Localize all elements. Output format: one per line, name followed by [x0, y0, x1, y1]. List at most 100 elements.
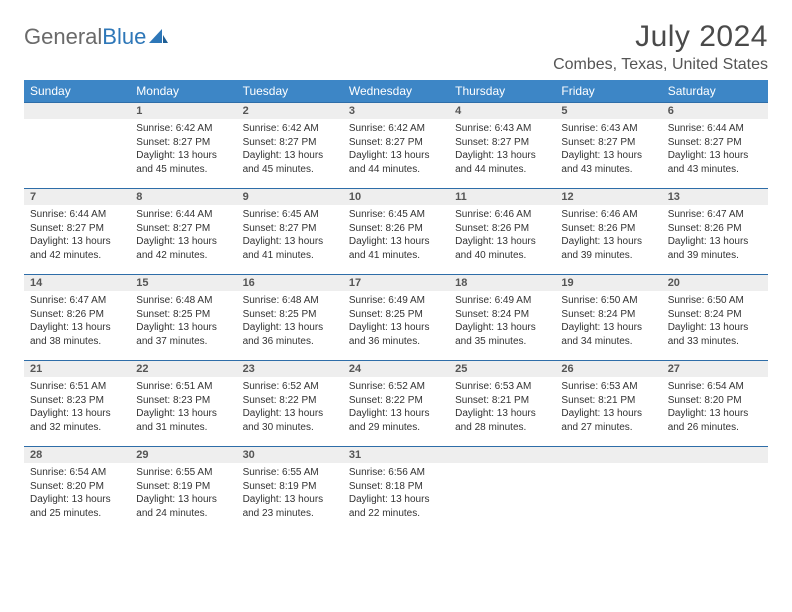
sunset-text: Sunset: 8:26 PM [30, 308, 124, 322]
daylight-text: Daylight: 13 hours and 43 minutes. [561, 149, 655, 176]
weekday-header-row: Sunday Monday Tuesday Wednesday Thursday… [24, 80, 768, 102]
day-number: 22 [130, 360, 236, 377]
sunrise-text: Sunrise: 6:47 AM [30, 294, 124, 308]
brand-blue: Blue [102, 24, 146, 50]
calendar-cell: 4Sunrise: 6:43 AMSunset: 8:27 PMDaylight… [449, 102, 555, 188]
day-number: 5 [555, 102, 661, 119]
weekday-header: Monday [130, 80, 236, 102]
day-body: Sunrise: 6:42 AMSunset: 8:27 PMDaylight:… [343, 119, 449, 180]
brand-general: General [24, 24, 102, 50]
sunrise-text: Sunrise: 6:55 AM [136, 466, 230, 480]
day-number: . [555, 446, 661, 463]
calendar-cell: . [24, 102, 130, 188]
calendar-cell: 18Sunrise: 6:49 AMSunset: 8:24 PMDayligh… [449, 274, 555, 360]
calendar-cell: . [555, 446, 661, 532]
daylight-text: Daylight: 13 hours and 33 minutes. [668, 321, 762, 348]
day-number: 16 [237, 274, 343, 291]
day-number: 13 [662, 188, 768, 205]
sunset-text: Sunset: 8:20 PM [668, 394, 762, 408]
calendar-cell: 28Sunrise: 6:54 AMSunset: 8:20 PMDayligh… [24, 446, 130, 532]
sunrise-text: Sunrise: 6:54 AM [30, 466, 124, 480]
sunrise-text: Sunrise: 6:44 AM [30, 208, 124, 222]
day-number: 17 [343, 274, 449, 291]
sunrise-text: Sunrise: 6:55 AM [243, 466, 337, 480]
sunset-text: Sunset: 8:27 PM [455, 136, 549, 150]
calendar-cell: 5Sunrise: 6:43 AMSunset: 8:27 PMDaylight… [555, 102, 661, 188]
sunset-text: Sunset: 8:24 PM [668, 308, 762, 322]
day-number: 23 [237, 360, 343, 377]
day-body: Sunrise: 6:45 AMSunset: 8:27 PMDaylight:… [237, 205, 343, 266]
day-body: Sunrise: 6:55 AMSunset: 8:19 PMDaylight:… [130, 463, 236, 524]
sunset-text: Sunset: 8:27 PM [243, 136, 337, 150]
weekday-header: Tuesday [237, 80, 343, 102]
sunset-text: Sunset: 8:27 PM [668, 136, 762, 150]
sunset-text: Sunset: 8:23 PM [30, 394, 124, 408]
day-body: Sunrise: 6:44 AMSunset: 8:27 PMDaylight:… [662, 119, 768, 180]
calendar-cell: 20Sunrise: 6:50 AMSunset: 8:24 PMDayligh… [662, 274, 768, 360]
day-number: 10 [343, 188, 449, 205]
calendar-cell: 13Sunrise: 6:47 AMSunset: 8:26 PMDayligh… [662, 188, 768, 274]
sunrise-text: Sunrise: 6:53 AM [455, 380, 549, 394]
day-number: 11 [449, 188, 555, 205]
page-title: July 2024 [553, 20, 768, 54]
sunrise-text: Sunrise: 6:44 AM [668, 122, 762, 136]
weekday-header: Thursday [449, 80, 555, 102]
daylight-text: Daylight: 13 hours and 24 minutes. [136, 493, 230, 520]
day-body: Sunrise: 6:56 AMSunset: 8:18 PMDaylight:… [343, 463, 449, 524]
daylight-text: Daylight: 13 hours and 36 minutes. [243, 321, 337, 348]
daylight-text: Daylight: 13 hours and 23 minutes. [243, 493, 337, 520]
day-body: Sunrise: 6:55 AMSunset: 8:19 PMDaylight:… [237, 463, 343, 524]
daylight-text: Daylight: 13 hours and 35 minutes. [455, 321, 549, 348]
daylight-text: Daylight: 13 hours and 45 minutes. [136, 149, 230, 176]
calendar-cell: 2Sunrise: 6:42 AMSunset: 8:27 PMDaylight… [237, 102, 343, 188]
sunrise-text: Sunrise: 6:49 AM [349, 294, 443, 308]
sunrise-text: Sunrise: 6:42 AM [136, 122, 230, 136]
calendar-cell: 23Sunrise: 6:52 AMSunset: 8:22 PMDayligh… [237, 360, 343, 446]
daylight-text: Daylight: 13 hours and 30 minutes. [243, 407, 337, 434]
day-body: Sunrise: 6:54 AMSunset: 8:20 PMDaylight:… [662, 377, 768, 438]
sunset-text: Sunset: 8:22 PM [243, 394, 337, 408]
sunrise-text: Sunrise: 6:45 AM [349, 208, 443, 222]
daylight-text: Daylight: 13 hours and 25 minutes. [30, 493, 124, 520]
day-body: Sunrise: 6:52 AMSunset: 8:22 PMDaylight:… [237, 377, 343, 438]
sunset-text: Sunset: 8:27 PM [136, 136, 230, 150]
daylight-text: Daylight: 13 hours and 34 minutes. [561, 321, 655, 348]
calendar-cell: 9Sunrise: 6:45 AMSunset: 8:27 PMDaylight… [237, 188, 343, 274]
sunset-text: Sunset: 8:24 PM [455, 308, 549, 322]
calendar-cell: 12Sunrise: 6:46 AMSunset: 8:26 PMDayligh… [555, 188, 661, 274]
sunrise-text: Sunrise: 6:52 AM [243, 380, 337, 394]
calendar-cell: 25 Sunrise: 6:53 AMSunset: 8:21 PMDayligh… [449, 360, 555, 446]
day-body: Sunrise: 6:46 AMSunset: 8:26 PMDaylight:… [449, 205, 555, 266]
day-number: 9 [237, 188, 343, 205]
sunrise-text: Sunrise: 6:50 AM [668, 294, 762, 308]
day-number: 4 [449, 102, 555, 119]
day-body: Sunrise: 6:46 AMSunset: 8:26 PMDaylight:… [555, 205, 661, 266]
daylight-text: Daylight: 13 hours and 28 minutes. [455, 407, 549, 434]
day-body: Sunrise: 6:44 AMSunset: 8:27 PMDaylight:… [24, 205, 130, 266]
calendar-cell: 29Sunrise: 6:55 AMSunset: 8:19 PMDayligh… [130, 446, 236, 532]
day-number: 25 [449, 360, 555, 377]
sunset-text: Sunset: 8:20 PM [30, 480, 124, 494]
day-body: Sunrise: 6:51 AMSunset: 8:23 PMDaylight:… [130, 377, 236, 438]
weekday-header: Saturday [662, 80, 768, 102]
daylight-text: Daylight: 13 hours and 29 minutes. [349, 407, 443, 434]
day-body: Sunrise: 6:43 AMSunset: 8:27 PMDaylight:… [449, 119, 555, 180]
calendar-cell: 16Sunrise: 6:48 AMSunset: 8:25 PMDayligh… [237, 274, 343, 360]
daylight-text: Daylight: 13 hours and 41 minutes. [243, 235, 337, 262]
day-number: 7 [24, 188, 130, 205]
day-number: 31 [343, 446, 449, 463]
day-number: 26 [555, 360, 661, 377]
sunrise-text: Sunrise: 6:49 AM [455, 294, 549, 308]
calendar-table: Sunday Monday Tuesday Wednesday Thursday… [24, 80, 768, 532]
sunrise-text: Sunrise: 6:48 AM [136, 294, 230, 308]
sunset-text: Sunset: 8:21 PM [455, 394, 549, 408]
sunrise-text: Sunrise: 6:56 AM [349, 466, 443, 480]
daylight-text: Daylight: 13 hours and 32 minutes. [30, 407, 124, 434]
sunset-text: Sunset: 8:19 PM [243, 480, 337, 494]
calendar-row: 21Sunrise: 6:51 AMSunset: 8:23 PMDayligh… [24, 360, 768, 446]
day-number: 1 [130, 102, 236, 119]
day-number: 15 [130, 274, 236, 291]
daylight-text: Daylight: 13 hours and 27 minutes. [561, 407, 655, 434]
calendar-cell: . [449, 446, 555, 532]
sunset-text: Sunset: 8:26 PM [455, 222, 549, 236]
